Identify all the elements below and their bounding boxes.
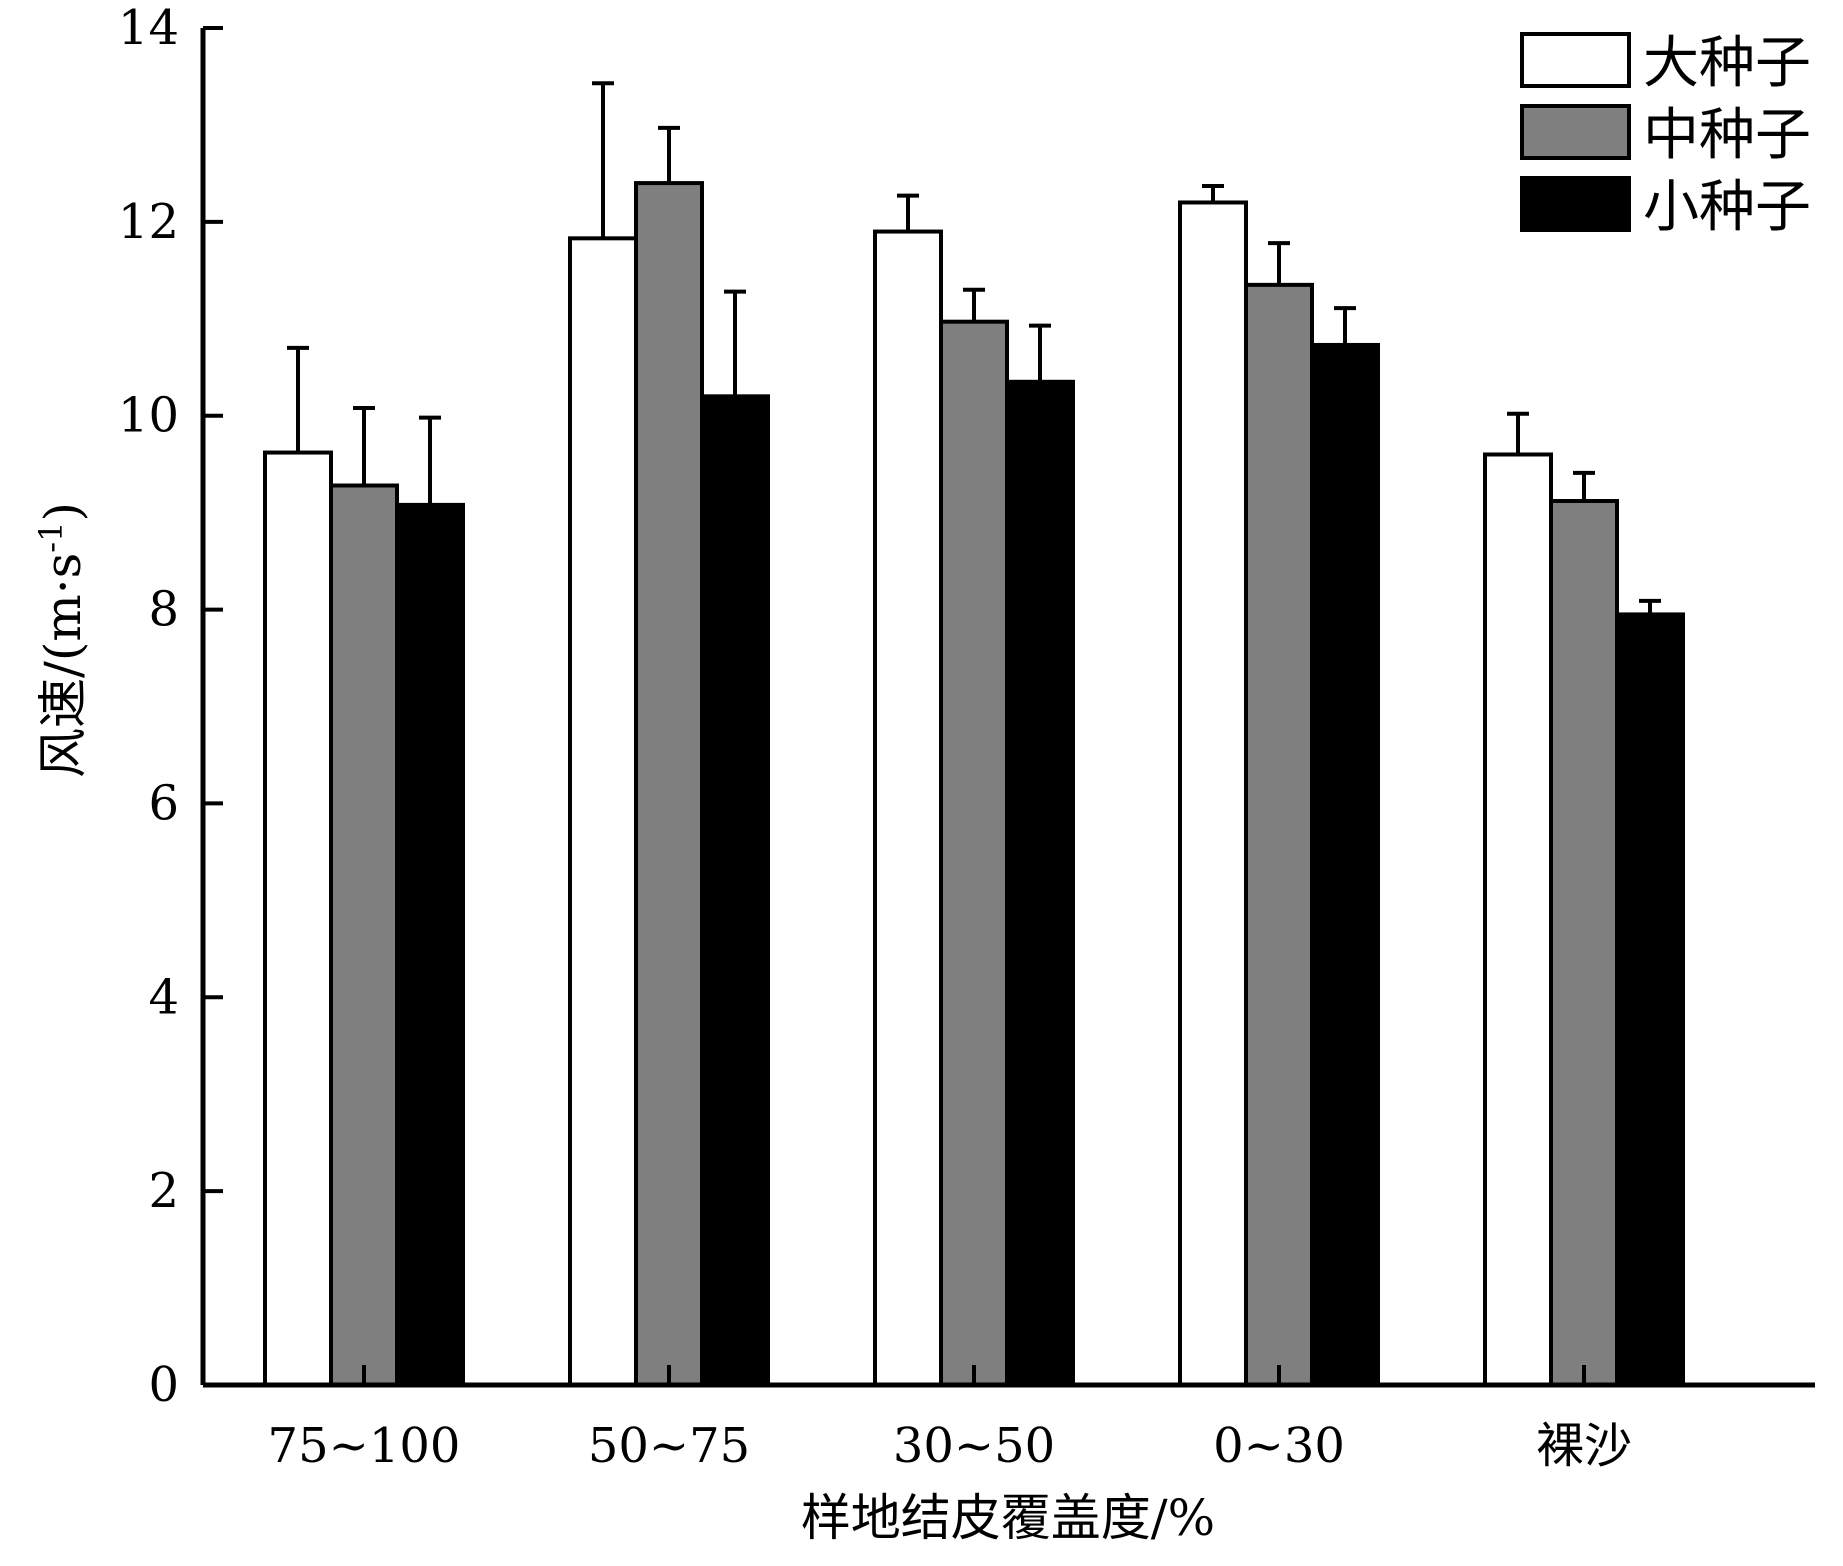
bar-3-2 [1310,342,1380,1387]
y-tick-label-14: 14 [118,0,179,56]
x-category-label-3: 0~30 [1213,1418,1345,1474]
bar-4-2 [1615,612,1685,1387]
x-category-label-1: 50~75 [588,1418,750,1474]
y-tick-label-8: 8 [148,582,179,638]
y-tick-label-4: 4 [148,969,179,1025]
axes-layer [200,28,1815,1388]
bar-0-0 [263,450,333,1388]
x-category-label-4: 裸沙 [1536,1418,1632,1474]
bar-0-1 [329,483,399,1387]
bar-0-2 [395,502,465,1388]
x-category-label-2: 30~50 [893,1418,1055,1474]
x-category-label-0: 75~100 [268,1418,461,1474]
bar-1-1 [634,181,704,1388]
y-tick-label-10: 10 [118,388,179,444]
bars-layer [263,81,1685,1388]
y-tick-label-2: 2 [148,1163,179,1219]
bar-2-0 [873,229,943,1387]
y-axis-title-main: 风速/(m·s [34,553,92,778]
y-axis-title: 风速/(m·s-1) [32,502,92,778]
bar-2-1 [939,319,1009,1387]
y-axis-title-close: ) [34,502,92,522]
bar-2-2 [1005,379,1075,1387]
y-ticks: 0 2 4 6 8 10 12 14 [118,0,223,1413]
legend-label-0: 大种子 [1643,31,1811,96]
y-axis-title-sup: -1 [32,522,70,553]
x-axis-title: 样地结皮覆盖度/% [801,1489,1215,1547]
bar-4-1 [1549,499,1619,1387]
y-tick-label-0: 0 [148,1357,179,1413]
y-tick-label-6: 6 [148,775,179,831]
bar-1-2 [700,394,770,1388]
legend-label-1: 中种子 [1643,103,1811,168]
bar-4-0 [1483,452,1553,1387]
legend-swatch-2 [1520,176,1631,232]
legend-swatch-0 [1520,32,1631,88]
legend-swatch-1 [1520,104,1631,160]
bar-1-0 [568,236,638,1388]
legend-label-2: 小种子 [1643,175,1811,240]
y-tick-label-12: 12 [118,194,179,250]
x-category-labels: 75~100 50~75 30~50 0~30 裸沙 [268,1365,1632,1474]
bar-3-0 [1178,200,1248,1387]
bar-3-1 [1244,282,1314,1387]
